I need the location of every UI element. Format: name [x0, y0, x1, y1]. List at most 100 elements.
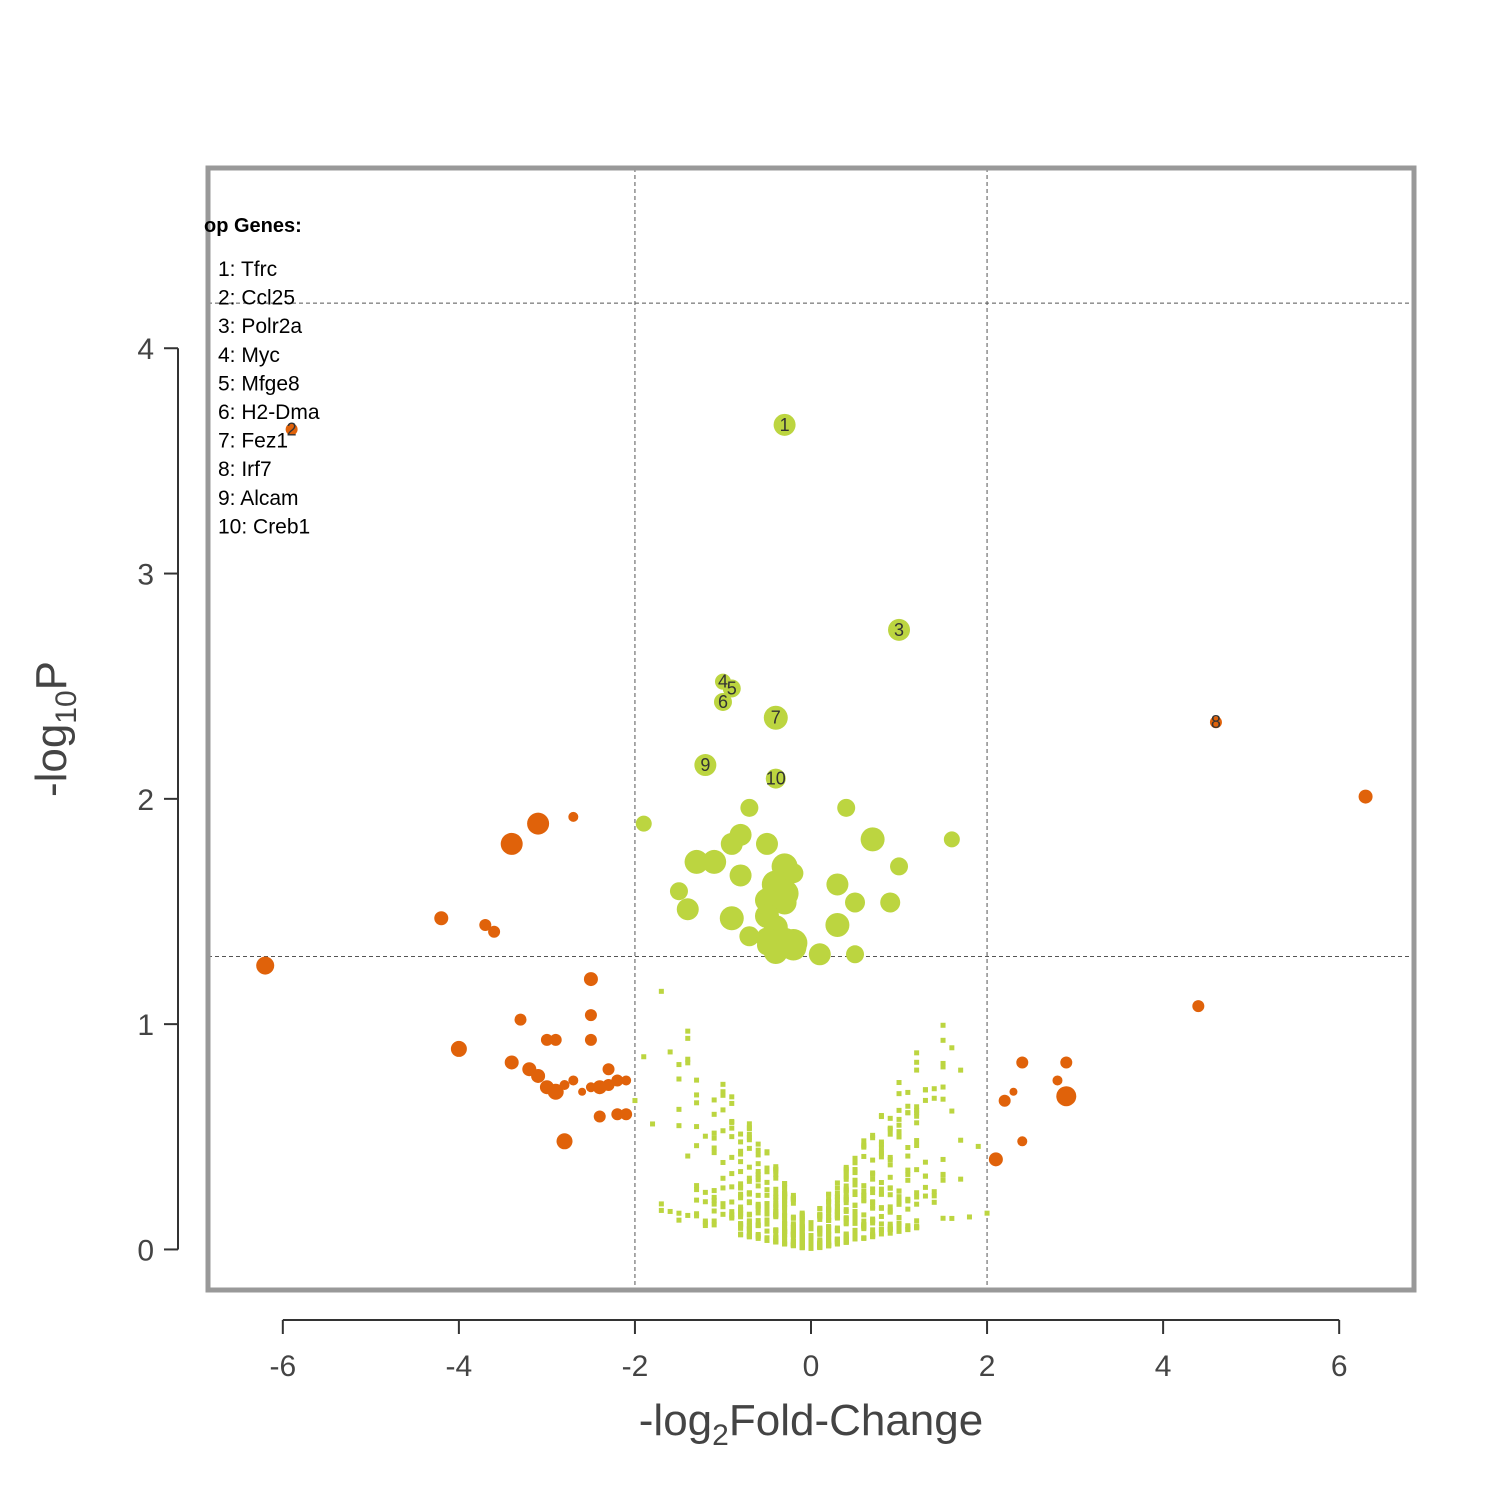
- small-point: [887, 1115, 893, 1121]
- small-point: [799, 1216, 805, 1222]
- data-point: [620, 1108, 633, 1121]
- small-point: [746, 1126, 752, 1132]
- small-point: [764, 1211, 770, 1217]
- y-tick-label: 4: [137, 333, 154, 366]
- data-point: [773, 413, 796, 436]
- small-point: [755, 1169, 761, 1175]
- small-point: [931, 1199, 937, 1205]
- small-point: [940, 1156, 946, 1162]
- small-point: [764, 1192, 770, 1198]
- data-point: [988, 1152, 1003, 1167]
- small-point: [914, 1113, 920, 1119]
- small-point: [738, 1148, 744, 1154]
- legend-item: 1: Tfrc: [218, 258, 277, 281]
- small-point: [799, 1245, 805, 1251]
- small-point: [826, 1234, 832, 1240]
- data-point: [531, 1068, 546, 1083]
- small-point: [834, 1190, 840, 1196]
- small-point: [720, 1175, 726, 1181]
- data-point: [593, 1110, 606, 1123]
- x-axis-label-suffix: Fold-Change: [729, 1396, 983, 1445]
- nonsignificant-points: [632, 988, 990, 1251]
- small-point: [694, 1197, 700, 1203]
- small-point: [746, 1218, 752, 1224]
- small-point: [667, 1208, 673, 1214]
- data-point: [635, 815, 652, 832]
- small-point: [676, 1123, 682, 1129]
- small-point: [896, 1116, 902, 1122]
- small-point: [887, 1224, 893, 1230]
- small-point: [878, 1154, 884, 1160]
- small-point: [834, 1197, 840, 1203]
- small-point: [641, 1054, 647, 1060]
- small-point: [887, 1192, 893, 1198]
- small-point: [799, 1226, 805, 1232]
- small-point: [975, 1143, 981, 1149]
- small-point: [852, 1189, 858, 1195]
- small-point: [852, 1158, 858, 1164]
- small-point: [773, 1205, 779, 1211]
- small-point: [782, 1229, 788, 1235]
- data-point: [556, 1133, 573, 1150]
- small-point: [887, 1226, 893, 1232]
- small-point: [905, 1167, 911, 1173]
- small-point: [694, 1183, 700, 1189]
- small-point: [852, 1192, 858, 1198]
- data-point: [890, 857, 909, 876]
- small-point: [834, 1200, 840, 1206]
- data-point: [611, 1074, 624, 1087]
- small-point: [914, 1201, 920, 1207]
- data-point: [729, 864, 752, 887]
- data-point: [611, 1108, 624, 1121]
- small-point: [773, 1239, 779, 1245]
- y-axis-label-suffix: P: [27, 661, 76, 690]
- small-point: [773, 1234, 779, 1240]
- small-point: [790, 1241, 796, 1247]
- small-point: [738, 1224, 744, 1230]
- data-point: [1358, 789, 1373, 804]
- small-point: [843, 1183, 849, 1189]
- small-point: [870, 1176, 876, 1182]
- small-point: [817, 1244, 823, 1250]
- small-point: [799, 1240, 805, 1246]
- small-point: [694, 1124, 700, 1130]
- legend-item: 10: Creb1: [218, 515, 310, 538]
- small-point: [958, 1176, 964, 1182]
- small-point: [782, 1197, 788, 1203]
- small-point: [817, 1238, 823, 1244]
- small-point: [861, 1143, 867, 1149]
- data-point: [256, 956, 275, 975]
- small-point: [711, 1208, 717, 1214]
- small-point: [711, 1222, 717, 1228]
- small-point: [746, 1131, 752, 1137]
- small-point: [799, 1230, 805, 1236]
- small-point: [632, 1098, 638, 1104]
- small-point: [773, 1214, 779, 1220]
- small-point: [764, 1179, 770, 1185]
- data-point: [846, 945, 865, 964]
- small-point: [878, 1231, 884, 1237]
- small-point: [843, 1197, 849, 1203]
- small-point: [922, 1184, 928, 1190]
- small-point: [711, 1135, 717, 1141]
- small-point: [773, 1194, 779, 1200]
- small-point: [922, 1173, 928, 1179]
- small-point: [720, 1204, 726, 1210]
- data-point: [559, 1079, 570, 1090]
- small-point: [861, 1192, 867, 1198]
- small-point: [694, 1187, 700, 1193]
- x-tick-label: 2: [979, 1350, 996, 1383]
- small-point: [694, 1211, 700, 1217]
- small-point: [711, 1218, 717, 1224]
- small-point: [843, 1231, 849, 1237]
- small-point: [790, 1214, 796, 1220]
- data-point: [1209, 716, 1222, 729]
- small-point: [808, 1232, 814, 1238]
- small-point: [940, 1172, 946, 1178]
- small-point: [799, 1221, 805, 1227]
- small-point: [711, 1201, 717, 1207]
- small-point: [764, 1167, 770, 1173]
- small-point: [896, 1107, 902, 1113]
- small-point: [905, 1153, 911, 1159]
